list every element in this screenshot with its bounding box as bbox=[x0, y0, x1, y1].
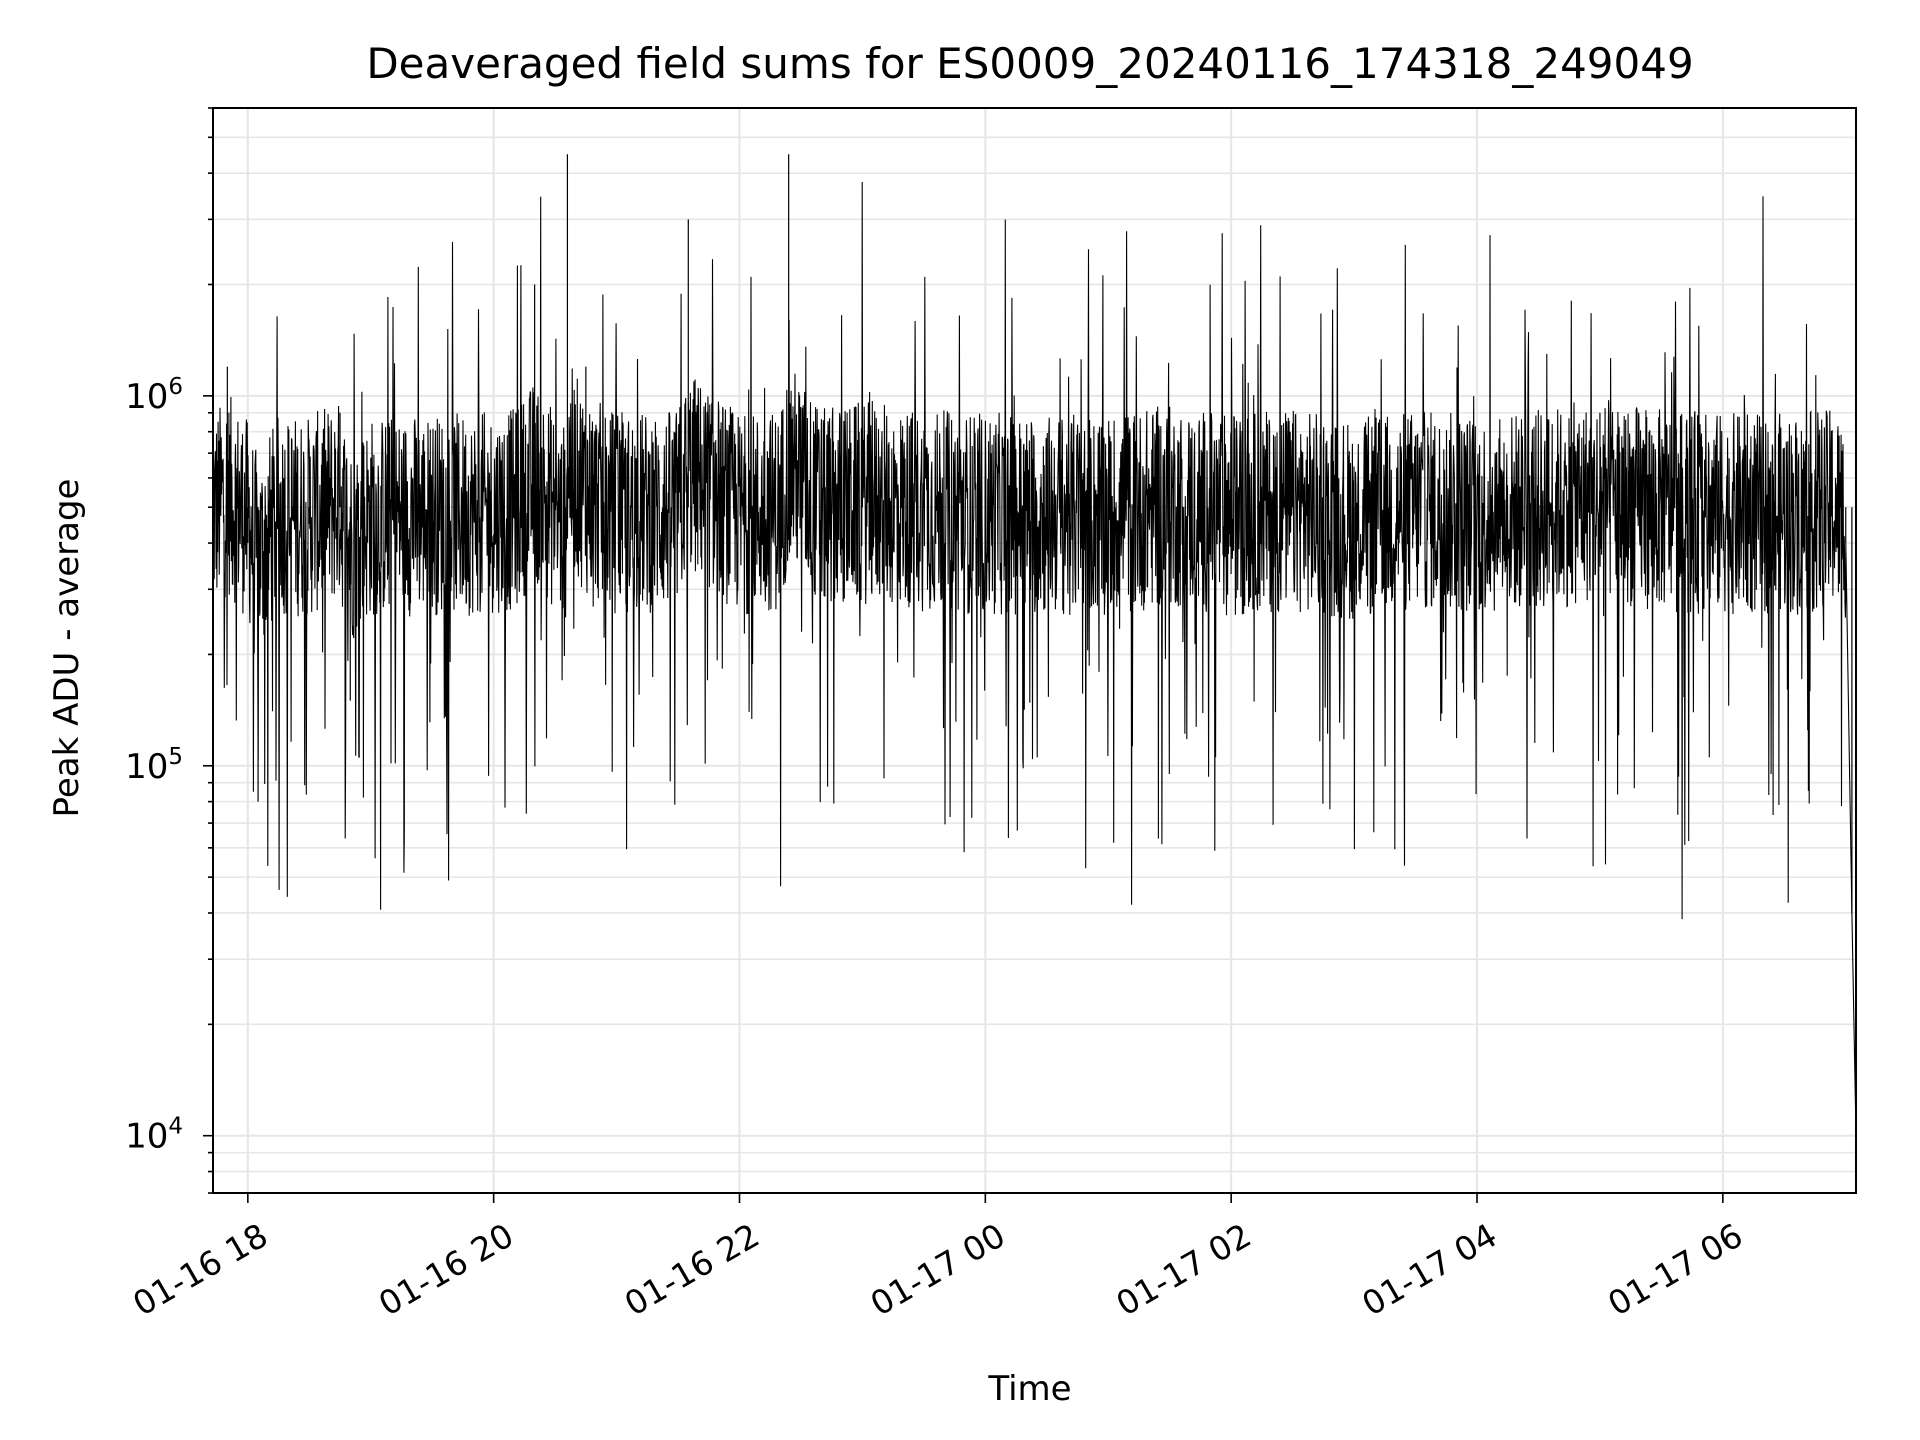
plot-frame bbox=[212, 107, 1857, 1194]
series-line bbox=[213, 154, 1856, 1136]
x-axis-label: Time bbox=[987, 1369, 1071, 1409]
y-tick-label: 104 bbox=[125, 1114, 183, 1157]
y-axis-label: Peak ADU - average bbox=[47, 479, 87, 818]
y-tick-label: 105 bbox=[125, 744, 183, 787]
data-layer bbox=[213, 154, 1856, 1136]
chart-title: Deaveraged field sums for ES0009_2024011… bbox=[366, 39, 1693, 88]
y-tick-label: 106 bbox=[125, 374, 183, 417]
series-path bbox=[213, 181, 1856, 1136]
